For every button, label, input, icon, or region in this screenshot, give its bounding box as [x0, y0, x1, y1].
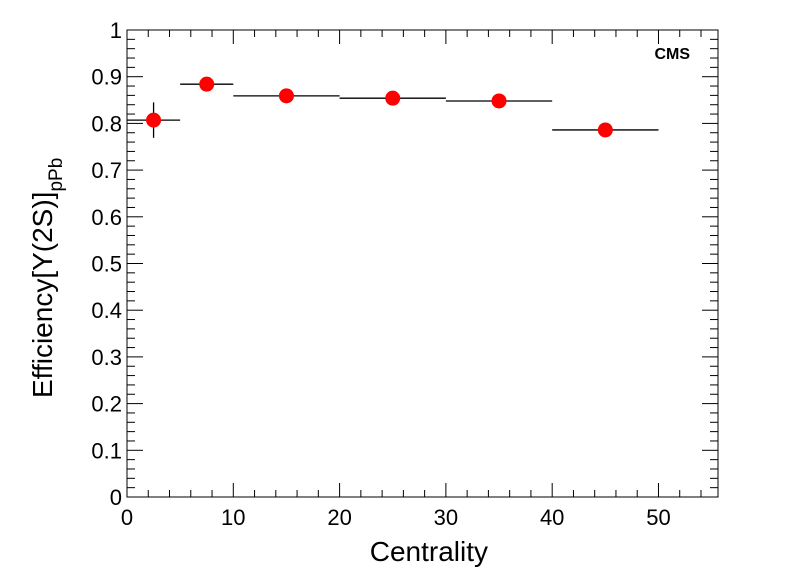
data-points: [127, 76, 659, 138]
data-point: [127, 102, 181, 138]
data-point: [339, 90, 446, 106]
y-tick-label: 0: [110, 485, 122, 510]
marker: [385, 90, 401, 106]
cms-label: CMS: [654, 46, 690, 63]
data-point: [552, 122, 659, 138]
x-axis-label: Centrality: [370, 536, 488, 567]
y-tick-label: 0.4: [91, 298, 122, 323]
y-tick-label: 0.7: [91, 158, 122, 183]
marker: [491, 93, 507, 109]
y-tick-label: 0.9: [91, 65, 122, 90]
x-tick-label: 0: [121, 505, 133, 530]
data-point: [233, 88, 340, 104]
y-tick-label: 0.6: [91, 205, 122, 230]
x-tick-label: 40: [540, 505, 564, 530]
marker: [199, 76, 215, 92]
y-tick-label: 0.1: [91, 438, 122, 463]
axis-ticks: 0 10 20 30 40 50 0 0.1 0.2 0.3 0.4 0.5 0.6 0.7 0.8 0.9 1: [91, 18, 718, 530]
data-point: [180, 76, 234, 92]
y-tick-label: 0.8: [91, 111, 122, 136]
y-tick-label: 0.3: [91, 345, 122, 370]
x-tick-label: 20: [327, 505, 351, 530]
plot-frame: [126, 29, 719, 498]
y-tick-label: 1: [110, 18, 122, 43]
y-tick-label: 0.5: [91, 252, 122, 277]
marker: [146, 112, 162, 128]
y-axis-label-subscript: pPb: [46, 158, 67, 192]
marker: [597, 122, 613, 138]
x-tick-label: 10: [221, 505, 245, 530]
y-axis-label: Efficiency[Υ(2S)]pPb: [27, 158, 67, 398]
y-axis-label-main: Efficiency[Υ(2S)]: [27, 192, 58, 398]
x-tick-label: 30: [434, 505, 458, 530]
y-tick-label: 0.2: [91, 392, 122, 417]
data-point: [445, 93, 553, 109]
marker: [278, 88, 294, 104]
x-tick-label: 50: [646, 505, 670, 530]
